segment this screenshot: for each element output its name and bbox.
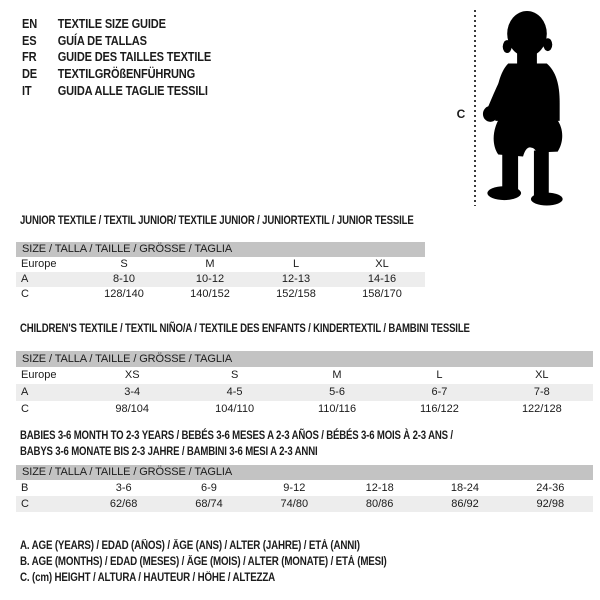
table-cell: 14-16 [367, 272, 397, 285]
table-cell: 3-6 [115, 482, 132, 494]
toddler-silhouette-icon [482, 10, 563, 206]
table-cell: 12-13 [281, 272, 311, 285]
row-label: Europe [21, 368, 57, 381]
language-row: ES GUÍA DE TALLAS [22, 33, 211, 50]
table-cell: XL [535, 368, 549, 381]
table-cell: M [332, 368, 342, 381]
legend-line: B. AGE (MONTHS) / EDAD (MESES) / ÂGE (MO… [20, 556, 387, 568]
language-row: EN TEXTILE SIZE GUIDE [22, 16, 211, 33]
legend: A. AGE (YEARS) / EDAD (AÑOS) / ÂGE (ANS)… [20, 538, 451, 586]
table-cell: S [230, 368, 239, 381]
table-cell: 158/170 [362, 287, 402, 300]
section-title-line: CHILDREN'S TEXTILE / TEXTIL NIÑO/A / TEX… [20, 321, 470, 335]
table-cell: 10-12 [195, 272, 225, 285]
table-cell: 92/98 [536, 498, 565, 510]
table-cell: M [205, 257, 215, 270]
table-cell: 152/158 [276, 287, 316, 300]
language-guide-title: TEXTILGRÖßENFÜHRUNG [57, 66, 196, 82]
table-cell: 110/116 [317, 402, 357, 415]
section-title: JUNIOR TEXTILE / TEXTIL JUNIOR/ TEXTILE … [16, 213, 512, 229]
table-cell: XL [375, 257, 389, 270]
row-label: B [21, 482, 29, 494]
language-guide-title: GUIDA ALLE TAGLIE TESSILI [57, 82, 208, 98]
table-cell: 140/152 [190, 287, 230, 300]
row-label: A [21, 385, 29, 398]
section-title: CHILDREN'S TEXTILE / TEXTIL NIÑO/A / TEX… [16, 321, 593, 337]
table-cell: 122/128 [521, 402, 562, 415]
table-rows: Europe S M L XL A 8-10 10-12 12-13 14-16 C 128… [16, 257, 425, 302]
size-table: SIZE / TALLA / TAILLE / GRÖSSE / TAGLIA … [16, 350, 593, 418]
table-cell: L [436, 368, 443, 381]
legend-line: A. AGE (YEARS) / EDAD (AÑOS) / ÂGE (ANS)… [20, 540, 360, 552]
table-cell: 104/110 [215, 402, 255, 415]
height-measure-dashed-line [474, 10, 476, 206]
table-row: A 3-4 4-5 5-6 6-7 7-8 [16, 383, 593, 401]
size-table-section: JUNIOR TEXTILE / TEXTIL JUNIOR/ TEXTILE … [16, 213, 512, 302]
table-cell: 3-4 [124, 385, 141, 398]
table-cell: 4-5 [226, 385, 243, 398]
table-cell: 68/74 [195, 498, 223, 510]
language-title-list: EN TEXTILE SIZE GUIDE ES GUÍA DE TALLAS … [22, 16, 244, 99]
table-cell: 128/140 [104, 287, 144, 300]
section-title-line: JUNIOR TEXTILE / TEXTIL JUNIOR/ TEXTILE … [20, 213, 414, 227]
table-cell: 74/80 [280, 498, 309, 510]
table-row: Europe S M L XL [16, 257, 425, 272]
table-row: Europe XS S M L XL [16, 367, 593, 384]
size-table: SIZE / TALLA / TAILLE / GRÖSSE / TAGLIA … [16, 241, 425, 302]
table-row: B 3-6 6-9 9-12 12-18 18-24 24-36 [16, 480, 593, 496]
row-label: C [21, 287, 29, 300]
table-row: A 8-10 10-12 12-13 14-16 [16, 271, 425, 287]
table-cell: L [292, 257, 300, 270]
legend-line: C. (cm) HEIGHT / ALTURA / HAUTEUR / HÖHE… [20, 572, 276, 584]
language-code: IT [22, 82, 32, 98]
language-row: IT GUIDA ALLE TAGLIE TESSILI [22, 83, 211, 100]
table-cell: 86/92 [451, 498, 479, 510]
section-title: BABIES 3-6 MONTH TO 2-3 YEARS / BEBÉS 3-… [16, 428, 593, 459]
table-cell: 7-8 [533, 385, 550, 398]
size-header-bar: SIZE / TALLA / TAILLE / GRÖSSE / TAGLIA [16, 241, 425, 257]
language-row: DE TEXTILGRÖßENFÜHRUNG [22, 66, 211, 83]
table-cell: 8-10 [112, 272, 136, 285]
table-row: C 62/68 68/74 74/80 80/86 86/92 92/98 [16, 496, 593, 512]
section-title-line: BABYS 3-6 MONATE BIS 2-3 JAHRE / BAMBINI… [20, 443, 318, 458]
table-rows: B 3-6 6-9 9-12 12-18 18-24 24-36 C 62/68 68/74… [16, 480, 593, 512]
size-table: SIZE / TALLA / TAILLE / GRÖSSE / TAGLIA … [16, 465, 593, 512]
table-cell: 6-9 [201, 482, 217, 494]
table-row: C 98/104 104/110 110/116 116/122 122/128 [16, 401, 593, 418]
language-code: EN [22, 16, 38, 31]
table-cell: 12-18 [365, 482, 394, 494]
size-table-section: BABIES 3-6 MONTH TO 2-3 YEARS / BEBÉS 3-… [16, 428, 593, 512]
language-code: ES [22, 32, 37, 48]
size-header-bar: SIZE / TALLA / TAILLE / GRÖSSE / TAGLIA [16, 350, 593, 367]
table-cell: 9-12 [283, 482, 306, 494]
table-cell: 116/122 [419, 402, 459, 415]
language-row: FR GUIDE DES TAILLES TEXTILE [22, 49, 211, 66]
table-cell: 80/86 [365, 498, 394, 510]
row-label: C [21, 402, 29, 415]
table-row: C 128/140 140/152 152/158 158/170 [16, 287, 425, 302]
language-code: DE [22, 66, 38, 82]
language-guide-title: GUÍA DE TALLAS [57, 32, 147, 48]
table-cell: 5-6 [329, 385, 345, 398]
table-rows: Europe XS S M L XL A 3-4 4-5 5-6 6-7 7-8 C 98/10… [16, 367, 593, 418]
section-title-line: BABIES 3-6 MONTH TO 2-3 YEARS / BEBÉS 3-… [20, 428, 453, 442]
row-label: Europe [21, 257, 57, 270]
table-cell: 98/104 [115, 402, 150, 415]
size-header-bar: SIZE / TALLA / TAILLE / GRÖSSE / TAGLIA [16, 465, 593, 480]
size-table-section: CHILDREN'S TEXTILE / TEXTIL NIÑO/A / TEX… [16, 321, 593, 418]
language-guide-title: TEXTILE SIZE GUIDE [57, 16, 166, 31]
table-cell: 6-7 [431, 385, 448, 398]
table-cell: S [120, 257, 128, 270]
table-cell: XS [124, 368, 140, 381]
row-label: C [21, 498, 29, 510]
table-cell: 18-24 [450, 482, 480, 494]
language-guide-title: GUIDE DES TAILLES TEXTILE [57, 49, 212, 65]
height-measure-label: C [456, 107, 466, 121]
language-code: FR [22, 49, 37, 65]
row-label: A [21, 272, 29, 285]
table-cell: 62/68 [109, 498, 138, 510]
table-cell: 24-36 [536, 482, 565, 494]
